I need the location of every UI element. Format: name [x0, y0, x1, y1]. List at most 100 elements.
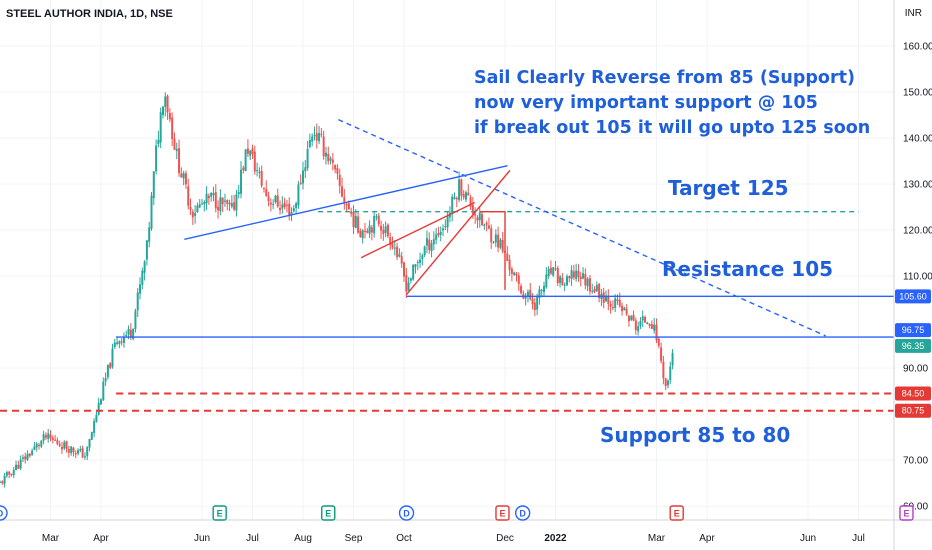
candle-body — [122, 336, 125, 343]
candle-body — [533, 302, 536, 310]
candle-body — [3, 475, 6, 484]
candle-body — [370, 227, 373, 233]
candle-body — [423, 246, 426, 256]
earnings-marker[interactable] — [321, 505, 336, 521]
candle-body — [136, 292, 139, 311]
price-label-bg — [895, 323, 931, 338]
candle-body — [517, 275, 520, 285]
candle-body — [31, 450, 34, 455]
resistance-annotation[interactable]: Resistance 105 — [662, 257, 834, 281]
earnings-marker[interactable] — [495, 505, 510, 521]
candle-body — [347, 203, 350, 210]
candle-body — [118, 341, 121, 344]
candle-body — [205, 193, 208, 204]
candle-body — [460, 179, 463, 196]
candle-body — [244, 149, 247, 172]
candle-body — [568, 276, 571, 279]
trendline[interactable] — [338, 119, 826, 337]
trendline[interactable] — [479, 210, 506, 290]
candle-body — [279, 208, 282, 211]
candle-body — [228, 202, 231, 205]
candle-body — [180, 173, 183, 178]
candle-body — [81, 448, 84, 458]
candle-body — [178, 148, 181, 174]
candle-body — [251, 148, 254, 155]
candle-body — [38, 444, 41, 446]
candle-body — [350, 211, 353, 214]
candle-body — [341, 186, 344, 197]
candle-body — [435, 234, 438, 240]
candle-body — [621, 305, 624, 312]
candle-body — [28, 453, 31, 456]
candle-body — [338, 174, 341, 186]
candle-body — [474, 213, 477, 216]
candle-body — [207, 195, 210, 199]
candle-body — [194, 213, 197, 216]
target-annotation[interactable]: Target 125 — [668, 176, 789, 200]
earnings-marker[interactable] — [212, 505, 227, 521]
candle-body — [143, 261, 146, 273]
candle-body — [582, 273, 585, 279]
candle-body — [235, 194, 238, 211]
main-annotation[interactable]: Sail Clearly Reverse from 85 (Support) n… — [474, 68, 871, 138]
candle-body — [292, 208, 295, 212]
candle-body — [391, 243, 394, 248]
candle-body — [152, 171, 155, 199]
candle-body — [572, 271, 575, 278]
trendline[interactable] — [184, 164, 508, 240]
event-marker-letter: D — [0, 509, 4, 519]
candle-body — [607, 295, 610, 304]
candle-body — [343, 197, 346, 204]
drawings[interactable] — [0, 119, 894, 412]
candle-body — [501, 239, 504, 252]
candle-body — [591, 290, 594, 292]
candle-body — [602, 292, 605, 303]
candle-body — [671, 352, 674, 366]
candle-body — [274, 195, 277, 203]
dividend-marker[interactable] — [0, 505, 8, 521]
candle-body — [157, 139, 160, 145]
candle-body — [281, 204, 284, 209]
candle-body — [219, 197, 222, 212]
candle-body — [492, 242, 495, 244]
candle-body — [510, 268, 513, 274]
candle-body — [304, 167, 307, 172]
candle-body — [384, 226, 387, 233]
candle-body — [414, 264, 417, 267]
candle-body — [540, 290, 543, 292]
support-annotation[interactable]: Support 85 to 80 — [600, 423, 791, 447]
candle-body — [586, 278, 589, 287]
candle-body — [430, 243, 433, 252]
candle-body — [283, 202, 286, 208]
event-markers[interactable]: DEEDEDEE — [0, 505, 914, 521]
trendline[interactable] — [360, 201, 476, 259]
price-label: 105.60 — [899, 291, 927, 301]
candle-body — [561, 277, 564, 285]
candle-body — [70, 446, 73, 454]
candle-body — [212, 193, 215, 196]
time-axis[interactable]: Mar Apr Jun Jul Aug Sep Oct Dec 2022 Mar Apr Jun Jul — [42, 533, 865, 544]
candle-body — [650, 324, 653, 329]
candle-body — [380, 225, 383, 231]
candle-body — [593, 289, 596, 293]
candle-body — [634, 320, 637, 331]
candle-body — [398, 254, 401, 257]
earnings-marker[interactable] — [669, 505, 684, 521]
dividend-marker[interactable] — [398, 505, 415, 521]
candle-body — [79, 449, 82, 451]
price-label: 80.75 — [902, 406, 925, 416]
candle-body — [549, 267, 552, 274]
trendline[interactable] — [405, 169, 511, 295]
candle-body — [609, 304, 612, 307]
candle-body — [655, 324, 658, 341]
candle-body — [487, 225, 490, 229]
candle-body — [334, 164, 337, 170]
earnings-marker[interactable] — [899, 505, 914, 521]
candle-body — [547, 268, 550, 277]
y-tick-label: 70.00 — [903, 456, 928, 467]
dividend-marker[interactable] — [514, 505, 531, 521]
candle-body — [40, 440, 43, 447]
candle-body — [657, 338, 660, 346]
candle-body — [148, 227, 151, 242]
